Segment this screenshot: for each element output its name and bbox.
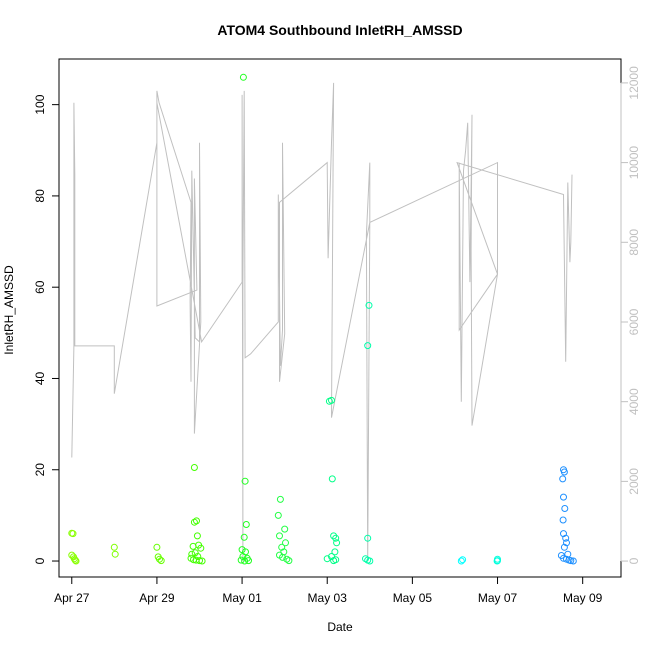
y2-axis: 0 2000 4000 6000 8000 10000 12000 [620, 66, 641, 564]
data-point [333, 539, 341, 547]
x-tick-label: Apr 29 [139, 591, 175, 605]
y-tick-label: 0 [33, 557, 47, 564]
data-point [276, 532, 283, 540]
data-point [282, 539, 289, 547]
data-point [285, 557, 293, 565]
data-point [559, 516, 567, 524]
y2-tick-label: 10000 [627, 146, 641, 180]
data-point [197, 544, 205, 552]
y2-tick-label: 12000 [627, 66, 641, 100]
y2-tick-label: 6000 [627, 308, 641, 335]
data-point [281, 525, 289, 533]
y2-tick-label: 0 [627, 557, 641, 564]
x-tick-label: May 09 [563, 591, 603, 605]
chart-title: ATOM4 Southbound InletRH_AMSSD [217, 22, 462, 38]
data-point [323, 555, 331, 563]
x-tick-label: Apr 27 [54, 591, 90, 605]
secondary-line-layer [71, 82, 573, 562]
data-point [198, 557, 206, 565]
data-point [237, 556, 245, 564]
plot-area-border [58, 58, 622, 578]
data-point [193, 517, 200, 525]
y-axis-label: InletRH_AMSSD [2, 265, 16, 355]
x-tick-label: May 07 [478, 591, 518, 605]
data-point [241, 557, 249, 565]
y-tick-label: 80 [33, 189, 47, 203]
y-axis: 0 20 40 60 80 100 [33, 94, 60, 564]
data-point [493, 557, 501, 565]
data-point [240, 533, 248, 541]
data-point [72, 557, 80, 565]
data-point [190, 464, 198, 471]
data-point [71, 556, 79, 564]
x-tick-label: May 05 [393, 591, 433, 605]
data-point [569, 557, 577, 565]
data-point [239, 553, 247, 560]
y-tick-label: 40 [33, 371, 47, 385]
data-point [110, 543, 118, 551]
y2-tick-label: 2000 [627, 468, 641, 495]
data-point [241, 477, 249, 485]
data-point [274, 511, 282, 519]
data-point [330, 557, 338, 565]
data-point [457, 557, 465, 565]
y2-tick-label: 4000 [627, 388, 641, 415]
data-point [560, 543, 568, 551]
data-point [561, 505, 569, 512]
secondary-series-line [71, 82, 573, 562]
data-point [330, 532, 338, 540]
points-layer [68, 73, 577, 565]
data-point [562, 534, 570, 542]
data-point [560, 468, 568, 476]
data-point [365, 301, 373, 309]
x-tick-label: May 01 [222, 591, 262, 605]
data-point [69, 530, 77, 538]
data-point [459, 556, 467, 564]
x-axis-label: Date [327, 620, 353, 634]
y-tick-label: 100 [33, 94, 47, 114]
data-point [157, 557, 165, 565]
data-point [276, 495, 284, 503]
x-tick-label: May 03 [308, 591, 348, 605]
data-point [560, 493, 567, 501]
data-point [196, 557, 203, 565]
data-point [364, 534, 372, 542]
data-point [153, 543, 161, 551]
data-point [328, 475, 336, 483]
y-tick-label: 60 [33, 280, 47, 294]
x-axis: Apr 27 Apr 29 May 01 May 03 May 05 May 07 May … [54, 576, 603, 605]
data-point [239, 73, 247, 81]
y-tick-label: 20 [33, 463, 47, 477]
data-point [111, 550, 119, 558]
data-point [331, 548, 339, 556]
data-point [242, 521, 250, 528]
data-point [364, 342, 372, 350]
data-point [193, 532, 201, 540]
data-point [156, 555, 163, 563]
data-point [563, 539, 570, 547]
data-point [245, 557, 252, 565]
data-point [567, 557, 575, 565]
data-point [332, 534, 340, 542]
data-point [328, 396, 335, 404]
data-point [279, 553, 286, 561]
y2-tick-label: 8000 [627, 229, 641, 256]
data-point [559, 475, 567, 483]
data-point [366, 557, 374, 565]
